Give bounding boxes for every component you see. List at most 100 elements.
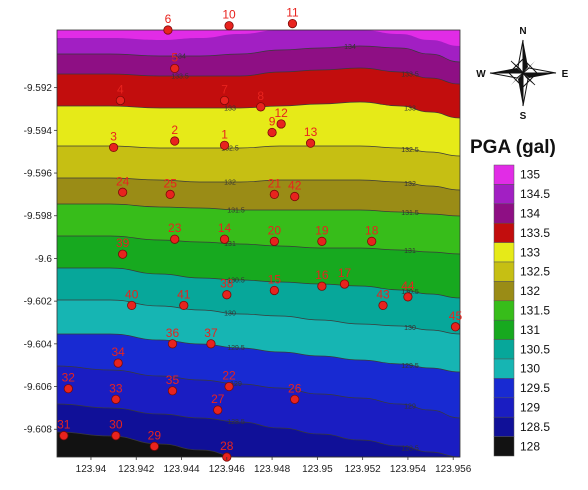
station-marker[interactable] xyxy=(219,140,230,150)
station-label: 39 xyxy=(116,236,130,250)
station-marker[interactable] xyxy=(113,358,123,368)
station-marker[interactable] xyxy=(111,394,121,404)
station-34[interactable]: 34 xyxy=(111,345,125,368)
station-9[interactable]: 9 xyxy=(267,114,277,138)
station-marker[interactable] xyxy=(167,386,178,396)
station-marker[interactable] xyxy=(170,63,180,74)
station-marker[interactable] xyxy=(165,189,175,199)
station-18[interactable]: 18 xyxy=(365,223,379,246)
station-1[interactable]: 1 xyxy=(219,127,230,150)
station-marker[interactable] xyxy=(219,234,230,244)
station-marker[interactable] xyxy=(213,405,223,415)
station-30[interactable]: 30 xyxy=(109,418,123,441)
station-marker[interactable] xyxy=(63,384,73,394)
station-37[interactable]: 37 xyxy=(204,326,218,349)
station-14[interactable]: 14 xyxy=(218,221,232,244)
station-21[interactable]: 21 xyxy=(268,176,282,199)
station-marker[interactable] xyxy=(450,322,461,332)
station-marker[interactable] xyxy=(269,285,279,296)
station-6[interactable]: 6 xyxy=(163,12,173,35)
station-marker[interactable] xyxy=(224,381,234,392)
station-22[interactable]: 22 xyxy=(222,369,236,392)
station-39[interactable]: 39 xyxy=(116,236,130,259)
station-7[interactable]: 7 xyxy=(219,82,230,106)
station-marker[interactable] xyxy=(206,339,216,349)
station-24[interactable]: 24 xyxy=(116,174,130,197)
station-29[interactable]: 29 xyxy=(148,428,162,451)
station-19[interactable]: 19 xyxy=(315,223,329,246)
station-12[interactable]: 12 xyxy=(274,106,288,129)
station-marker[interactable] xyxy=(290,191,300,202)
station-marker[interactable] xyxy=(224,21,234,31)
station-28[interactable]: 28 xyxy=(220,439,234,462)
contour-label: 132.5 xyxy=(221,146,239,153)
station-marker[interactable] xyxy=(109,142,119,153)
station-42[interactable]: 42 xyxy=(288,179,302,202)
station-marker[interactable] xyxy=(170,136,180,146)
station-marker[interactable] xyxy=(170,234,180,244)
station-marker[interactable] xyxy=(403,292,413,302)
station-label: 43 xyxy=(376,287,390,301)
station-11[interactable]: 11 xyxy=(286,6,299,29)
station-44[interactable]: 44 xyxy=(401,279,415,302)
contour-line xyxy=(57,177,461,191)
station-2[interactable]: 2 xyxy=(170,123,180,146)
station-33[interactable]: 33 xyxy=(109,381,123,404)
station-marker[interactable] xyxy=(290,394,300,404)
station-marker[interactable] xyxy=(256,102,266,112)
station-8[interactable]: 8 xyxy=(256,89,266,112)
station-38[interactable]: 38 xyxy=(220,277,234,300)
station-marker[interactable] xyxy=(111,431,121,441)
station-10[interactable]: 10 xyxy=(222,8,236,31)
station-40[interactable]: 40 xyxy=(125,287,139,311)
station-marker[interactable] xyxy=(317,281,327,291)
station-marker[interactable] xyxy=(339,279,350,289)
station-label: 17 xyxy=(338,266,352,280)
x-tick-label: 123.956 xyxy=(435,464,472,475)
station-36[interactable]: 36 xyxy=(166,326,180,349)
station-5[interactable]: 5 xyxy=(170,50,180,74)
station-16[interactable]: 16 xyxy=(315,268,329,291)
station-marker[interactable] xyxy=(127,300,137,311)
station-marker[interactable] xyxy=(317,236,327,246)
station-25[interactable]: 25 xyxy=(164,176,178,199)
station-marker[interactable] xyxy=(59,431,69,441)
station-marker[interactable] xyxy=(219,95,230,106)
station-4[interactable]: 4 xyxy=(115,82,125,106)
station-label: 44 xyxy=(401,279,415,293)
station-35[interactable]: 35 xyxy=(166,373,180,396)
station-20[interactable]: 20 xyxy=(268,223,282,246)
station-43[interactable]: 43 xyxy=(376,287,390,311)
station-32[interactable]: 32 xyxy=(62,371,76,394)
station-marker[interactable] xyxy=(269,189,279,199)
station-marker[interactable] xyxy=(179,300,189,311)
station-marker[interactable] xyxy=(305,138,316,148)
station-marker[interactable] xyxy=(378,300,388,311)
compass-west-label: W xyxy=(476,69,486,80)
station-marker[interactable] xyxy=(163,25,173,35)
station-45[interactable]: 45 xyxy=(449,309,463,332)
station-31[interactable]: 31 xyxy=(57,418,71,441)
station-17[interactable]: 17 xyxy=(338,266,352,289)
y-tick-label: -9.6 xyxy=(35,254,53,265)
station-marker[interactable] xyxy=(115,95,125,106)
station-26[interactable]: 26 xyxy=(288,381,302,404)
station-marker[interactable] xyxy=(149,441,159,451)
station-marker[interactable] xyxy=(167,339,178,349)
station-27[interactable]: 27 xyxy=(211,392,225,415)
station-marker[interactable] xyxy=(287,18,298,29)
station-marker[interactable] xyxy=(269,236,279,246)
contour-line xyxy=(56,365,461,419)
station-41[interactable]: 41 xyxy=(177,287,191,311)
contour-label: 134 xyxy=(174,54,186,61)
station-marker[interactable] xyxy=(367,236,377,246)
station-23[interactable]: 23 xyxy=(168,221,182,244)
station-marker[interactable] xyxy=(267,127,277,138)
station-15[interactable]: 15 xyxy=(268,272,282,296)
station-13[interactable]: 13 xyxy=(304,125,318,148)
station-marker[interactable] xyxy=(118,249,128,259)
station-marker[interactable] xyxy=(276,119,286,129)
station-marker[interactable] xyxy=(222,290,232,300)
station-3[interactable]: 3 xyxy=(109,129,119,153)
station-marker[interactable] xyxy=(118,187,128,197)
